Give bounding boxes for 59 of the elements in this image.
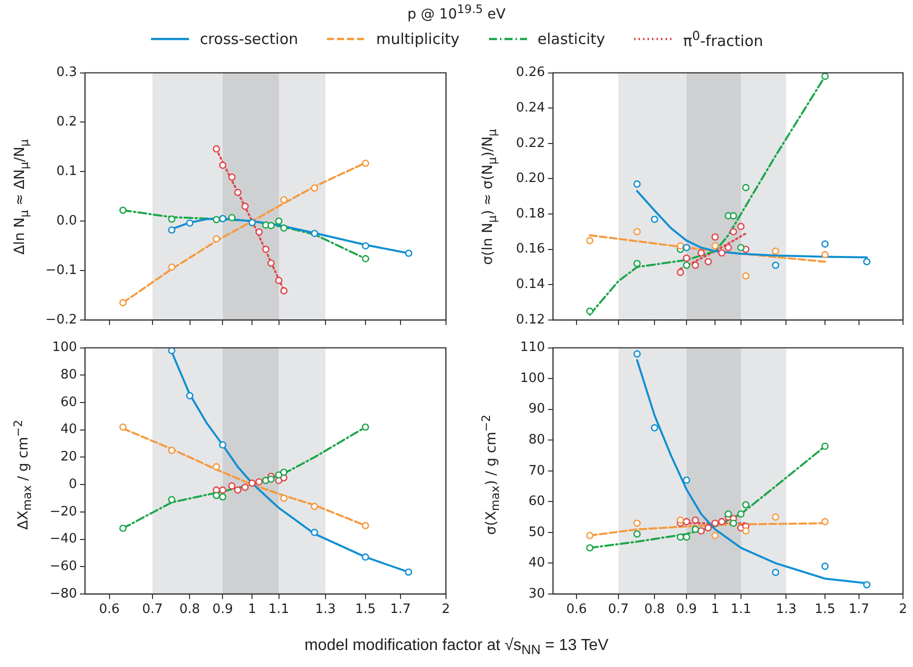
x-tick-label: 1 bbox=[248, 602, 256, 618]
y-tick-label: 40 bbox=[60, 422, 77, 438]
x-tick-label: 0.6 bbox=[98, 602, 120, 618]
x-tick-label: 0.8 bbox=[644, 602, 665, 618]
y-tick-label: −20 bbox=[50, 504, 77, 520]
y-tick-label: 60 bbox=[528, 494, 545, 510]
y-tick-label: 100 bbox=[520, 370, 545, 386]
x-tick-label: 1.1 bbox=[730, 602, 752, 618]
y-tick-label: 0.18 bbox=[516, 206, 545, 222]
x-tick-label: 2 bbox=[442, 602, 450, 618]
y-tick-label: 0 bbox=[68, 476, 77, 492]
x-tick-label: 1 bbox=[710, 602, 720, 618]
x-tick-label: 1.3 bbox=[776, 602, 797, 618]
x-tick-label: 1.1 bbox=[268, 602, 290, 618]
x-tick-label: 0.6 bbox=[566, 602, 587, 618]
y-tick-label: 0.2 bbox=[56, 114, 77, 130]
x-tick-label: 1.5 bbox=[814, 602, 836, 618]
legend-label: multiplicity bbox=[376, 30, 460, 48]
x-tick-label: 1.3 bbox=[315, 602, 336, 618]
y-tick-label: 110 bbox=[520, 340, 545, 356]
x-tick-label: 1.7 bbox=[848, 602, 870, 618]
y-tick-label: 0.20 bbox=[516, 171, 545, 186]
y-tick-label: −80 bbox=[50, 586, 77, 602]
x-tick-label: 0.7 bbox=[142, 602, 163, 618]
y-tick-label: −0.1 bbox=[45, 262, 77, 278]
y-tick-label: 100 bbox=[52, 340, 77, 356]
y-tick-label: 80 bbox=[528, 432, 545, 448]
y-tick-label: 40 bbox=[528, 556, 545, 571]
y-tick-label: 0.12 bbox=[516, 312, 545, 328]
y-tick-label: 0.24 bbox=[516, 100, 545, 116]
y-tick-label: 0.26 bbox=[516, 65, 545, 80]
y-tick-label: 0.3 bbox=[56, 65, 77, 80]
y-tick-label: 0.16 bbox=[516, 242, 545, 257]
chart-title: p @ 10$^{19.5}$ eV bbox=[406, 2, 507, 23]
x-tick-label: 1.7 bbox=[390, 602, 411, 618]
y-tick-label: 50 bbox=[528, 524, 545, 540]
y-tick-label: 80 bbox=[60, 368, 77, 383]
legend-label: cross-section bbox=[200, 30, 298, 48]
x-tick-label: 0.9 bbox=[212, 602, 234, 618]
y-tick-label: 30 bbox=[528, 586, 545, 602]
y-tick-label: 60 bbox=[60, 394, 77, 410]
y-tick-label: 0.14 bbox=[516, 277, 545, 292]
y-tick-label: 0.1 bbox=[56, 164, 77, 180]
x-tick-label: 0.9 bbox=[676, 602, 697, 618]
y-tick-label: −0.2 bbox=[45, 312, 77, 328]
y-tick-label: −60 bbox=[50, 559, 77, 574]
y-tick-label: 0.0 bbox=[56, 213, 77, 228]
x-tick-label: 0.7 bbox=[608, 602, 629, 618]
legend-label: elasticity bbox=[538, 30, 606, 48]
y-tick-label: 0.22 bbox=[516, 136, 545, 151]
x-tick-label: 1.5 bbox=[355, 602, 376, 618]
y-tick-label: 90 bbox=[528, 402, 545, 417]
x-tick-label: 2 bbox=[898, 602, 908, 618]
x-tick-label: 0.8 bbox=[179, 602, 200, 618]
y-tick-label: 20 bbox=[60, 450, 77, 465]
y-tick-label: 70 bbox=[528, 463, 545, 478]
x-axis-title: model modification factor at √s$_{NN}$ = 13 TeV bbox=[304, 637, 610, 658]
legend-label: π$^{0}$-fraction bbox=[683, 28, 764, 50]
y-tick-label: −40 bbox=[50, 532, 77, 547]
